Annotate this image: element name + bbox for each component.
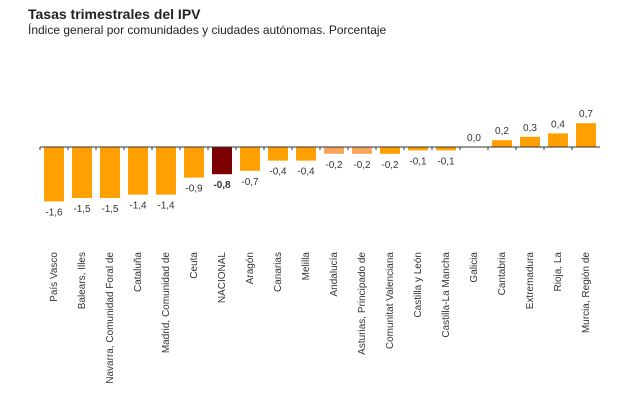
data-label: 0,4 — [551, 119, 565, 130]
x-tick-label: Comunitat Valenciana — [385, 252, 396, 350]
chart-subtitle: Índice general por comunidades y ciudade… — [28, 23, 387, 37]
x-tick-label: Ceuta — [189, 252, 200, 279]
data-label: -0,2 — [381, 160, 399, 171]
x-tick-label: Galicia — [469, 252, 480, 283]
bar — [408, 147, 428, 151]
bar — [492, 140, 512, 147]
bar — [324, 147, 344, 154]
bar — [380, 147, 400, 154]
data-label: -0,1 — [437, 156, 455, 167]
x-tick-label: Canarias — [273, 252, 284, 292]
bar — [212, 147, 232, 175]
x-tick-label: NACIONAL — [217, 252, 228, 304]
bar — [72, 147, 92, 198]
x-tick-label: Asturias, Principado de — [357, 252, 368, 355]
x-tick-label: Balears, Illes — [77, 252, 88, 309]
x-tick-label: Rioja, La — [553, 252, 564, 292]
bar — [100, 147, 120, 198]
x-tick-label: Cataluña — [133, 252, 144, 292]
data-label: 0,2 — [495, 126, 509, 137]
bar — [296, 147, 316, 161]
data-label: -0,9 — [185, 184, 203, 195]
bar — [548, 133, 568, 147]
data-label: -1,5 — [101, 204, 119, 215]
x-tick-label: Melilla — [301, 252, 312, 281]
data-label: -1,6 — [45, 207, 63, 218]
chart-title: Tasas trimestrales del IPV — [28, 6, 201, 22]
bar — [128, 147, 148, 195]
data-label: 0,0 — [467, 133, 481, 144]
bar — [184, 147, 204, 178]
x-tick-label: Extremadura — [525, 252, 536, 310]
data-label: -0,1 — [409, 156, 427, 167]
x-tick-label: Andalucía — [329, 252, 340, 297]
bar — [520, 136, 540, 147]
x-tick-label: Navarra, Comunidad Foral de — [105, 252, 116, 384]
bar — [436, 147, 456, 151]
bar — [268, 147, 288, 161]
data-label: -0,2 — [353, 160, 371, 171]
data-label: 0,3 — [523, 123, 537, 134]
x-tick-label: Cantabria — [497, 252, 508, 296]
x-tick-label: Madrid, Comunidad de — [161, 252, 172, 354]
data-label: -0,4 — [269, 167, 287, 178]
data-label: 0,7 — [579, 109, 593, 120]
x-tick-label: Aragón — [245, 252, 256, 284]
x-tick-label: Castilla y León — [413, 252, 424, 318]
x-tick-label: Castilla-La Mancha — [441, 252, 452, 338]
data-label: -0,4 — [297, 167, 315, 178]
data-label: -0,7 — [241, 177, 259, 188]
data-label: -0,2 — [325, 160, 343, 171]
data-label: -1,4 — [157, 201, 175, 212]
data-label: -0,8 — [213, 180, 231, 191]
bar — [44, 147, 64, 202]
x-tick-label: Murcia, Región de — [581, 252, 592, 334]
bar — [156, 147, 176, 195]
data-label: -1,5 — [73, 204, 91, 215]
bar — [576, 123, 596, 147]
x-tick-label: País Vasco — [49, 252, 60, 302]
bar — [240, 147, 260, 171]
bar — [352, 147, 372, 154]
data-label: -1,4 — [129, 201, 147, 212]
